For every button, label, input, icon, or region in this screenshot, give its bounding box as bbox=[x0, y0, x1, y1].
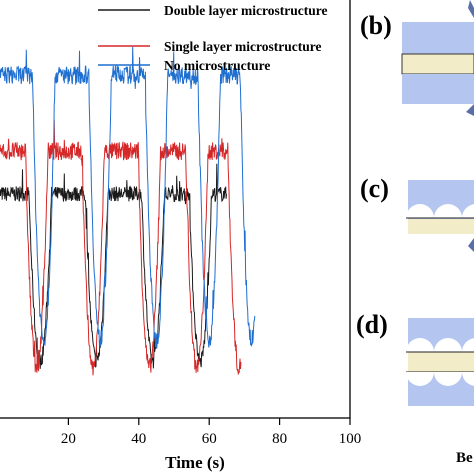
arrow-up-icon bbox=[468, 238, 474, 252]
x-tick-label: 80 bbox=[272, 431, 287, 447]
schematic-panel-d: (d) bbox=[356, 310, 474, 406]
x-axis-title: Time (s) bbox=[165, 453, 225, 472]
middle-layer bbox=[401, 53, 474, 75]
bump bbox=[434, 338, 462, 352]
panel-letter-c: (c) bbox=[360, 174, 389, 203]
bump bbox=[462, 372, 474, 386]
plot-frame bbox=[0, 0, 351, 419]
legend-label-single: Single layer microstructure bbox=[164, 39, 321, 54]
x-tick-label: 40 bbox=[131, 431, 146, 447]
series-lines bbox=[0, 46, 256, 376]
bump bbox=[406, 204, 434, 218]
x-tick-label: 20 bbox=[61, 431, 76, 447]
legend-label-none: No microstructure bbox=[164, 58, 270, 73]
x-axis-ticks: 20 40 60 80 100 bbox=[61, 418, 361, 447]
legend: Double layer microstructure Single layer… bbox=[98, 3, 327, 73]
bump bbox=[434, 372, 462, 386]
lower-layer bbox=[408, 219, 474, 234]
microstructure-bumps-bottom bbox=[406, 372, 474, 386]
x-tick-label: 60 bbox=[202, 431, 217, 447]
middle-layer bbox=[408, 352, 474, 372]
panel-letter-d: (d) bbox=[356, 310, 388, 339]
upper-layer bbox=[402, 22, 474, 54]
bump bbox=[462, 338, 474, 352]
arrow-up-icon bbox=[466, 104, 474, 116]
bump bbox=[462, 204, 474, 218]
bump bbox=[434, 204, 462, 218]
bump bbox=[406, 372, 434, 386]
lower-layer bbox=[402, 74, 474, 104]
microstructure-bumps-top bbox=[406, 338, 474, 352]
microstructure-bumps bbox=[406, 204, 474, 218]
schematic-panel-c: (c) bbox=[360, 174, 474, 252]
bump bbox=[406, 338, 434, 352]
x-tick-label: 100 bbox=[339, 431, 362, 447]
arrow-down-icon bbox=[468, 0, 474, 18]
series-line-1 bbox=[0, 119, 242, 376]
caption-fragment: Be bbox=[456, 450, 473, 466]
schematic-panel-b: (b) bbox=[360, 0, 474, 116]
line-chart: 20 40 60 80 100 Time (s) Double layer micros… bbox=[0, 0, 361, 472]
legend-label-double: Double layer microstructure bbox=[164, 3, 327, 18]
series-line-2 bbox=[0, 46, 256, 349]
panel-letter-b: (b) bbox=[360, 11, 392, 40]
series-line-0 bbox=[0, 163, 227, 369]
